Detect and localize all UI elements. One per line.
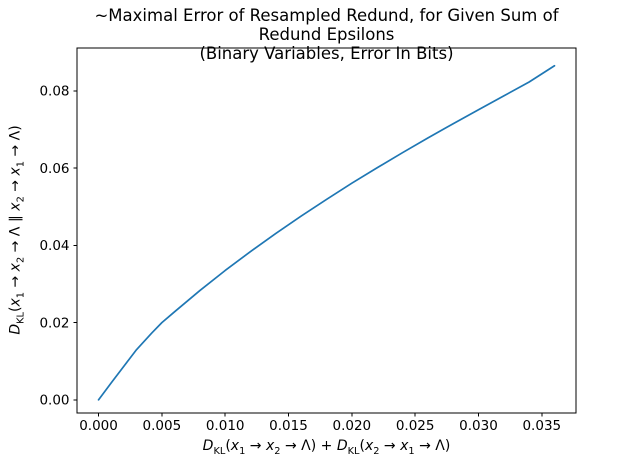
chart-title-line2: (Binary Variables, Error In Bits) bbox=[199, 44, 454, 63]
y-tick-label: 0.02 bbox=[39, 315, 69, 331]
x-tick-label: 0.000 bbox=[79, 418, 118, 434]
chart-title: ~Maximal Error of Resampled Redund, for … bbox=[77, 6, 576, 63]
x-tick-label: 0.015 bbox=[269, 418, 308, 434]
y-tick-label: 0.08 bbox=[39, 84, 69, 100]
x-tick-label: 0.025 bbox=[396, 418, 435, 434]
axes-frame bbox=[76, 47, 577, 414]
y-tick-label: 0.00 bbox=[39, 393, 69, 409]
x-tick-label: 0.020 bbox=[333, 418, 372, 434]
x-tick-label: 0.005 bbox=[143, 418, 182, 434]
x-tick-label: 0.030 bbox=[459, 418, 498, 434]
x-tick-label: 0.010 bbox=[206, 418, 245, 434]
y-tick-label: 0.04 bbox=[39, 238, 69, 254]
x-axis-label: DKL(x1 → x2 → Λ) + DKL(x2 → x1 → Λ) bbox=[202, 438, 451, 457]
y-tick-label: 0.06 bbox=[39, 161, 69, 177]
y-axis-label: DKL(x1 → x2 → Λ ∥ x2 → x1 → Λ) bbox=[7, 125, 27, 335]
chart-title-line1: ~Maximal Error of Resampled Redund, for … bbox=[94, 6, 559, 44]
series-line-max-error-curve bbox=[97, 64, 556, 401]
x-tick-label: 0.035 bbox=[522, 418, 561, 434]
